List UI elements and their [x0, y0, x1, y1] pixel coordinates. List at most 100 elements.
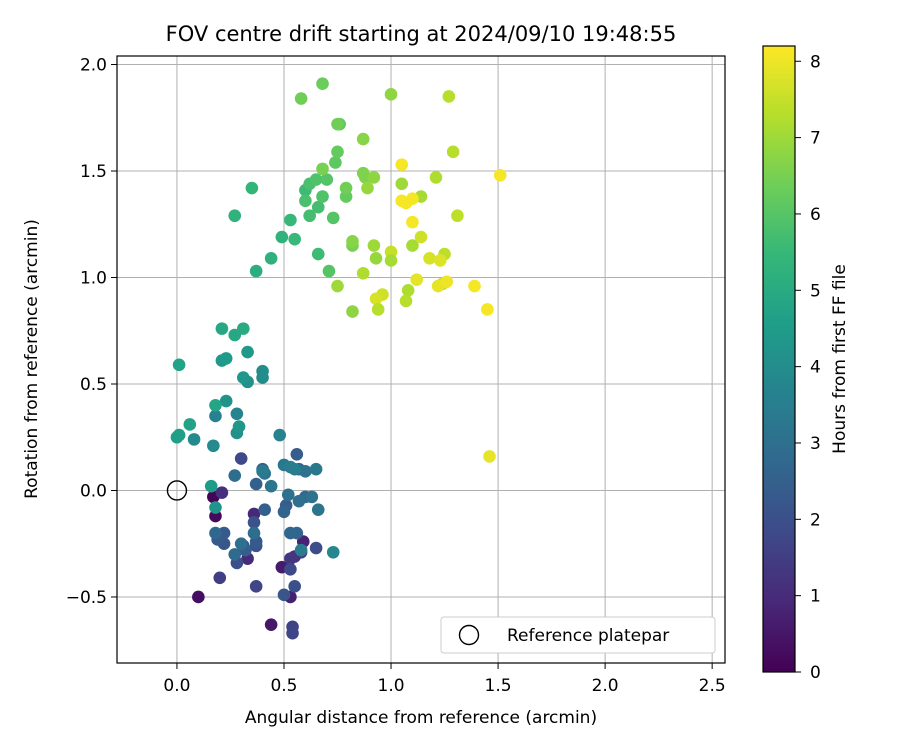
data-point	[305, 490, 319, 504]
colorbar-tick-label: 1	[810, 587, 821, 607]
data-point	[429, 171, 443, 184]
data-point	[249, 477, 263, 491]
y-tick-label: 1.5	[80, 162, 107, 182]
data-point	[309, 173, 323, 186]
legend-label: Reference platepar	[507, 626, 669, 646]
data-point	[369, 252, 383, 265]
data-point	[433, 254, 447, 267]
data-point	[320, 173, 334, 186]
reference-point-marker	[166, 480, 188, 501]
data-point	[228, 328, 242, 342]
data-point	[493, 168, 507, 182]
colorbar-tick-label: 0	[810, 663, 821, 683]
y-tick-label: 0.0	[80, 481, 107, 501]
data-point	[284, 213, 297, 227]
data-point	[228, 469, 242, 482]
data-point	[326, 211, 340, 225]
data-point	[410, 273, 424, 286]
data-point	[309, 541, 323, 555]
data-point	[286, 626, 299, 640]
data-point	[273, 428, 287, 442]
data-point	[294, 92, 308, 105]
data-point	[346, 305, 359, 318]
data-point	[187, 433, 201, 446]
data-point	[401, 283, 415, 297]
scatter-points	[170, 77, 507, 640]
data-point	[232, 420, 246, 433]
data-point	[322, 264, 336, 278]
x-tick-label: 1.5	[485, 676, 512, 696]
data-point	[406, 192, 419, 205]
legend: Reference platepar	[440, 616, 716, 654]
x-tick-label: 0.0	[163, 676, 190, 696]
data-point	[249, 264, 263, 278]
data-point	[170, 430, 184, 444]
data-point	[299, 465, 312, 478]
data-point	[331, 279, 344, 293]
data-point	[258, 503, 272, 516]
data-point	[277, 505, 291, 519]
data-point	[468, 279, 481, 293]
data-point	[316, 162, 329, 176]
data-point	[406, 215, 419, 229]
x-axis-label: Angular distance from reference (arcmin)	[245, 708, 597, 728]
data-point	[249, 580, 263, 593]
data-point	[247, 526, 261, 540]
data-point	[284, 552, 297, 565]
data-point	[290, 447, 304, 461]
data-point	[299, 194, 312, 208]
y-tick-label: 0.5	[80, 375, 107, 395]
data-point	[204, 479, 218, 493]
data-point	[399, 294, 413, 308]
data-point	[309, 462, 323, 476]
data-point	[483, 450, 496, 463]
data-point	[172, 358, 186, 372]
data-point	[316, 190, 329, 203]
data-point	[215, 322, 229, 335]
x-axis: 0.0 0.5 1.0 1.5 2.0 2.5	[163, 663, 726, 696]
legend-marker	[458, 624, 480, 646]
data-point	[292, 494, 306, 508]
data-point	[406, 239, 419, 252]
x-tick-label: 1.0	[378, 676, 405, 696]
y-axis: −0.5 0.0 0.5 1.0 1.5 2.0	[66, 56, 117, 608]
data-point	[311, 247, 325, 261]
data-point	[395, 177, 409, 191]
data-point	[264, 252, 278, 265]
data-point	[288, 580, 301, 593]
data-point	[284, 562, 297, 576]
data-point	[213, 571, 227, 585]
data-point	[384, 88, 398, 101]
colorbar-tick-label: 4	[810, 358, 821, 378]
data-point	[219, 352, 233, 365]
data-point	[237, 322, 250, 335]
data-point	[481, 303, 494, 316]
data-point	[264, 618, 278, 631]
data-point	[183, 418, 197, 431]
data-point	[311, 200, 325, 214]
data-point	[367, 239, 381, 252]
grid	[117, 56, 725, 663]
y-axis-label: Rotation from reference (arcmin)	[22, 219, 42, 499]
data-point	[228, 548, 242, 561]
data-point	[331, 117, 344, 131]
legend-box	[440, 616, 716, 654]
data-point	[284, 526, 297, 540]
data-point	[311, 503, 325, 516]
colorbar-tick-label: 3	[810, 434, 821, 454]
data-point	[440, 275, 453, 289]
colorbar-tick-label: 5	[810, 281, 821, 301]
data-point	[442, 90, 456, 103]
data-point	[395, 158, 409, 171]
x-tick-label: 2.0	[592, 676, 619, 696]
colorbar-gradient	[762, 45, 796, 673]
data-point	[237, 371, 250, 384]
data-point	[369, 292, 383, 306]
data-point	[281, 488, 295, 502]
data-point	[356, 266, 370, 280]
colorbar-label: Hours from first FF file	[830, 264, 850, 454]
data-point	[329, 156, 342, 169]
colorbar-tick-label: 8	[810, 52, 821, 72]
data-point	[209, 526, 222, 540]
x-tick-label: 0.5	[270, 676, 297, 696]
